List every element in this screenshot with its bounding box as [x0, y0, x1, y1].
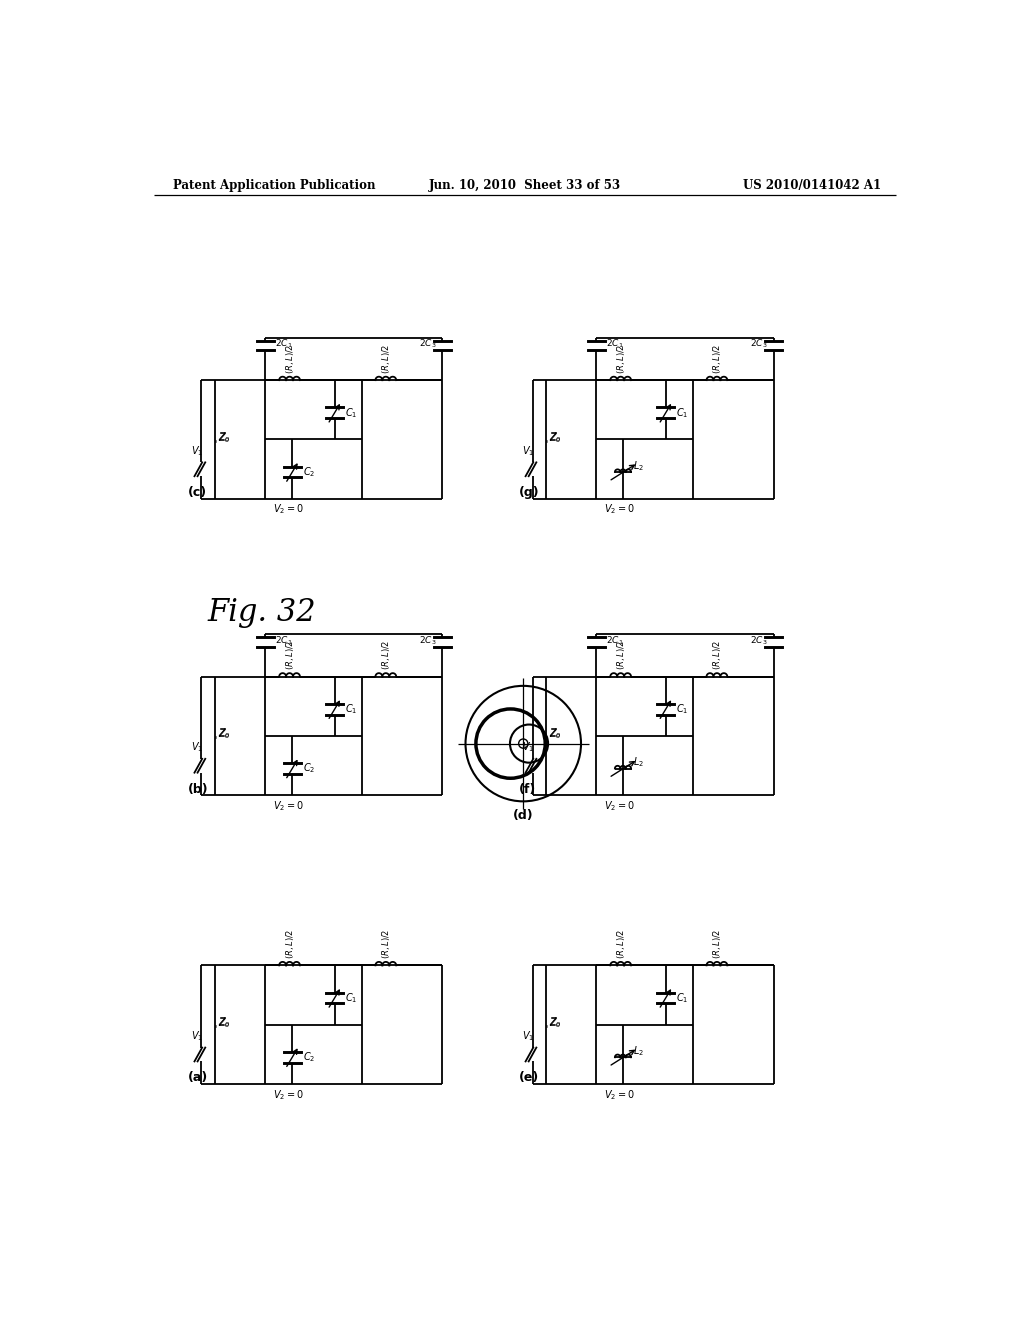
- Text: $C_1$: $C_1$: [345, 991, 357, 1005]
- Text: $C_2$: $C_2$: [303, 762, 315, 775]
- Text: $(R,L)/2$: $(R,L)/2$: [284, 343, 296, 374]
- Text: $(R,L)/2$: $(R,L)/2$: [712, 929, 723, 960]
- Text: $2C_3$: $2C_3$: [751, 338, 768, 350]
- Text: $V_2=0$: $V_2=0$: [604, 799, 635, 813]
- Text: $(R,L)/2$: $(R,L)/2$: [380, 343, 392, 374]
- Text: $C_1$: $C_1$: [677, 405, 689, 420]
- Text: $Z_o$: $Z_o$: [549, 1016, 561, 1030]
- Text: (a): (a): [187, 1072, 208, 1084]
- Text: $Z_o$: $Z_o$: [217, 432, 230, 445]
- Text: $Z_o$: $Z_o$: [217, 1016, 230, 1030]
- Text: US 2010/0141042 A1: US 2010/0141042 A1: [743, 178, 882, 191]
- Text: $Z_o$: $Z_o$: [549, 727, 561, 742]
- Text: $C_1$: $C_1$: [345, 405, 357, 420]
- Text: $L_2$: $L_2$: [633, 755, 643, 770]
- Text: $(R,L)/2$: $(R,L)/2$: [380, 929, 392, 960]
- Text: (d): (d): [513, 809, 534, 822]
- Text: $Z_o$: $Z_o$: [217, 727, 230, 742]
- Text: $L_2$: $L_2$: [633, 459, 643, 473]
- Text: Fig. 32: Fig. 32: [208, 597, 316, 628]
- Text: $V_2=0$: $V_2=0$: [273, 503, 304, 516]
- Text: $Z_o$: $Z_o$: [549, 727, 561, 741]
- Text: $V_1$: $V_1$: [190, 741, 203, 754]
- Text: $C_2$: $C_2$: [303, 465, 315, 479]
- Text: $Z_o$: $Z_o$: [549, 432, 561, 445]
- Text: $Z_o$: $Z_o$: [549, 1015, 561, 1030]
- Text: $(R,L)/2$: $(R,L)/2$: [712, 640, 723, 671]
- Text: $Z_o$: $Z_o$: [217, 1015, 230, 1030]
- Text: $Z_o$: $Z_o$: [549, 430, 561, 444]
- Text: $2C_3$: $2C_3$: [419, 338, 437, 350]
- Text: $V_2=0$: $V_2=0$: [604, 1088, 635, 1102]
- Text: (e): (e): [518, 1072, 539, 1084]
- Text: $L_2$: $L_2$: [633, 1044, 643, 1059]
- Text: Patent Application Publication: Patent Application Publication: [173, 178, 376, 191]
- Text: $V_1$: $V_1$: [521, 1030, 534, 1043]
- Text: $V_1$: $V_1$: [190, 444, 203, 458]
- Text: $V_1$: $V_1$: [521, 741, 534, 754]
- Text: $C_1$: $C_1$: [677, 991, 689, 1005]
- Text: $2C_1$: $2C_1$: [606, 634, 624, 647]
- Text: $(R,L)/2$: $(R,L)/2$: [284, 640, 296, 671]
- Text: $(R,L)/2$: $(R,L)/2$: [284, 929, 296, 960]
- Text: $(R,L)/2$: $(R,L)/2$: [380, 640, 392, 671]
- Text: $2C_1$: $2C_1$: [275, 634, 293, 647]
- Text: (b): (b): [187, 783, 208, 796]
- Text: $Z_o$: $Z_o$: [217, 727, 230, 741]
- Text: $V_1$: $V_1$: [190, 1030, 203, 1043]
- Text: $V_2=0$: $V_2=0$: [273, 799, 304, 813]
- Text: $C_1$: $C_1$: [677, 702, 689, 717]
- Text: $Z_o$: $Z_o$: [217, 430, 230, 444]
- Text: (g): (g): [518, 486, 540, 499]
- Text: $C_2$: $C_2$: [303, 1051, 315, 1064]
- Text: $(R,L)/2$: $(R,L)/2$: [615, 343, 627, 374]
- Text: $(R,L)/2$: $(R,L)/2$: [615, 640, 627, 671]
- Text: $V_2=0$: $V_2=0$: [604, 503, 635, 516]
- Text: $V_2=0$: $V_2=0$: [273, 1088, 304, 1102]
- Text: $C_1$: $C_1$: [345, 702, 357, 717]
- Text: $2C_1$: $2C_1$: [275, 338, 293, 350]
- Text: $V_1$: $V_1$: [521, 444, 534, 458]
- Text: Jun. 10, 2010  Sheet 33 of 53: Jun. 10, 2010 Sheet 33 of 53: [429, 178, 621, 191]
- Text: $(R,L)/2$: $(R,L)/2$: [712, 343, 723, 374]
- Text: $(R,L)/2$: $(R,L)/2$: [615, 929, 627, 960]
- Text: $2C_3$: $2C_3$: [419, 634, 437, 647]
- Text: $2C_1$: $2C_1$: [606, 338, 624, 350]
- Text: (c): (c): [187, 486, 207, 499]
- Text: $2C_3$: $2C_3$: [751, 634, 768, 647]
- Text: (f): (f): [518, 783, 536, 796]
